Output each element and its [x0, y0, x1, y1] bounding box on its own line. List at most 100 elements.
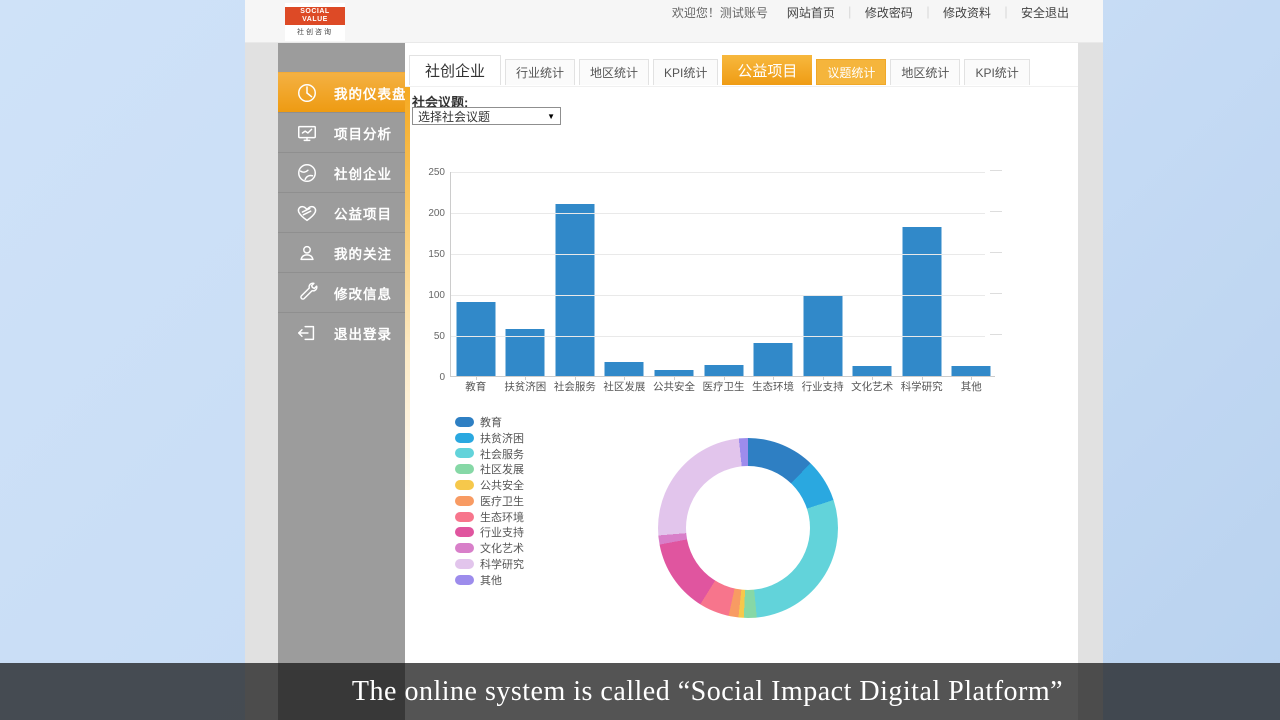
- bar-5[interactable]: [654, 370, 694, 376]
- bar-slot-11: 其他: [946, 171, 996, 393]
- legend-swatch: [455, 495, 474, 506]
- caption-bar: The online system is called “Social Impa…: [0, 663, 1280, 720]
- heart-icon: [295, 201, 319, 225]
- sidebar-menu: 我的仪表盘项目分析社创企业公益项目我的关注修改信息退出登录: [278, 72, 406, 352]
- bar-4[interactable]: [604, 362, 644, 376]
- legend-swatch: [455, 574, 474, 585]
- legend-label: 行业支持: [480, 527, 524, 540]
- sidebar-item-label: 公益项目: [334, 206, 392, 222]
- caption-text: The online system is called “Social Impa…: [351, 675, 1064, 707]
- tab-sub-1-3[interactable]: KPI统计: [653, 59, 719, 85]
- x-axis-label: 生态环境: [752, 381, 795, 393]
- issue-filter-select[interactable]: 选择社会议题 ▼: [412, 107, 561, 125]
- gridline-end-tick: [990, 170, 1002, 171]
- bar-slot-9: 文化艺术: [847, 171, 897, 393]
- legend-label: 医疗卫生: [480, 495, 524, 508]
- y-axis-label-200: 200: [428, 208, 445, 219]
- tab-sub-2-2[interactable]: 地区统计: [890, 59, 961, 85]
- bar-2[interactable]: [505, 329, 545, 376]
- x-axis-tick: [525, 376, 527, 380]
- legend-item-11[interactable]: 其他: [455, 572, 524, 588]
- site-logo[interactable]: SOCIAL VALUE 社创咨询: [285, 3, 345, 41]
- sidebar-item-label: 修改信息: [334, 286, 392, 302]
- bar-11[interactable]: [951, 366, 991, 376]
- header-link-1[interactable]: 网站首页: [786, 5, 835, 20]
- gridline-150: [451, 252, 1002, 255]
- sidebar-item-6[interactable]: 修改信息: [278, 272, 405, 312]
- x-axis-tick: [723, 376, 725, 380]
- legend-item-8[interactable]: 行业支持: [455, 525, 524, 541]
- gridline-200: [451, 211, 1002, 214]
- sidebar-item-1[interactable]: 我的仪表盘: [278, 72, 406, 112]
- sidebar: 我的仪表盘项目分析社创企业公益项目我的关注修改信息退出登录: [278, 43, 406, 720]
- sidebar-item-label: 项目分析: [334, 126, 392, 142]
- x-axis-label: 教育: [465, 381, 487, 393]
- tab-sub-2-1[interactable]: 议题统计: [816, 59, 887, 85]
- legend-item-3[interactable]: 社会服务: [455, 446, 524, 462]
- bar-slot-8: 行业支持: [798, 171, 848, 393]
- monitor-chart-icon: [295, 121, 319, 145]
- panel-accent-edge: [405, 87, 410, 667]
- header-link-3[interactable]: 修改资料: [942, 5, 991, 20]
- legend-item-5[interactable]: 公共安全: [455, 477, 524, 493]
- sidebar-item-3[interactable]: 社创企业: [278, 152, 405, 192]
- dashboard-clock-icon: [295, 81, 319, 105]
- header-link-4[interactable]: 安全退出: [1020, 5, 1069, 20]
- legend-swatch: [455, 511, 474, 522]
- x-axis-tick: [624, 376, 626, 380]
- sidebar-item-label: 我的关注: [334, 246, 392, 262]
- gridline-end-tick: [990, 211, 1002, 212]
- legend-item-2[interactable]: 扶贫济困: [455, 430, 524, 446]
- legend-item-10[interactable]: 科学研究: [455, 556, 524, 572]
- x-axis-label: 其他: [960, 381, 982, 393]
- legend-label: 生态环境: [480, 511, 524, 524]
- sidebar-item-5[interactable]: 我的关注: [278, 232, 405, 272]
- legend-item-1[interactable]: 教育: [455, 414, 524, 430]
- y-axis-label-250: 250: [428, 167, 445, 178]
- bar-6[interactable]: [704, 365, 743, 376]
- legend-label: 教育: [480, 416, 502, 429]
- bar-slot-10: 科学研究: [897, 171, 947, 393]
- tab-sub-1-1[interactable]: 行业统计: [505, 59, 576, 85]
- header-link-2[interactable]: 修改密码: [864, 5, 913, 20]
- tab-group-2[interactable]: 公益项目: [722, 55, 813, 85]
- legend-swatch: [455, 543, 474, 554]
- y-axis-label-0: 0: [439, 372, 445, 383]
- tab-sub-1-2[interactable]: 地区统计: [579, 59, 650, 85]
- sidebar-item-label: 社创企业: [334, 166, 392, 182]
- x-axis-label: 社区发展: [603, 381, 646, 393]
- bar-9[interactable]: [852, 366, 892, 376]
- panel-top-border: [405, 86, 1078, 87]
- gridline-100: [451, 293, 1002, 296]
- sidebar-item-label: 退出登录: [334, 326, 392, 342]
- bar-slot-1: 教育: [451, 171, 501, 393]
- legend-label: 社区发展: [480, 464, 524, 477]
- x-axis-tick: [921, 376, 923, 380]
- legend-item-6[interactable]: 医疗卫生: [455, 493, 524, 509]
- issue-donut-chart[interactable]: [658, 438, 838, 618]
- bar-slot-7: 生态环境: [748, 171, 798, 393]
- legend-item-7[interactable]: 生态环境: [455, 509, 524, 525]
- logout-icon: [295, 321, 319, 345]
- tab-group-1[interactable]: 社创企业: [409, 55, 502, 85]
- legend-item-4[interactable]: 社区发展: [455, 461, 524, 477]
- bar-series: 教育 扶贫济困 社会服务 社区发展 公共安全 医疗卫生 生态环境 行业支持 文化艺术 科学研究 其他: [451, 171, 996, 393]
- x-axis-label: 行业支持: [801, 381, 844, 393]
- bar-1[interactable]: [456, 302, 496, 376]
- bar-3[interactable]: [555, 203, 595, 376]
- x-axis-tick: [822, 376, 824, 380]
- legend-item-9[interactable]: 文化艺术: [455, 540, 524, 556]
- sidebar-item-2[interactable]: 项目分析: [278, 112, 405, 152]
- issue-filter-value: 选择社会议题: [418, 109, 491, 124]
- bar-10[interactable]: [902, 226, 942, 376]
- legend-swatch: [455, 432, 474, 443]
- x-axis-label: 科学研究: [900, 381, 943, 393]
- right-gutter: [1078, 43, 1103, 720]
- bar-7[interactable]: [753, 343, 793, 376]
- sidebar-item-7[interactable]: 退出登录: [278, 312, 405, 352]
- header-links: 欢迎您！测试账号 网站首页 ｜ 修改密码 ｜ 修改资料 ｜ 安全退出: [672, 5, 1069, 20]
- issue-filter-label: 社会议题:: [412, 95, 469, 110]
- sidebar-item-4[interactable]: 公益项目: [278, 192, 405, 232]
- tab-sub-2-3[interactable]: KPI统计: [964, 59, 1030, 85]
- x-axis-label: 医疗卫生: [702, 381, 745, 393]
